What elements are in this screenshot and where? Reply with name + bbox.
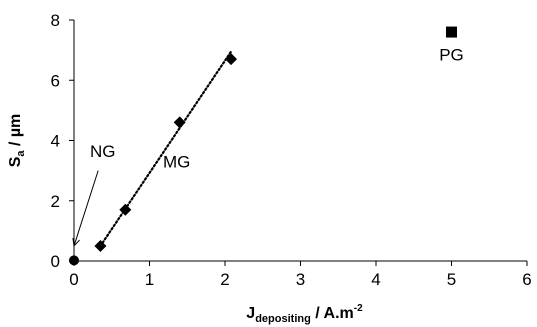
x-tick-label: 6 (522, 270, 531, 289)
y-tick-label: 2 (51, 192, 60, 211)
arrowhead-icon (72, 237, 80, 248)
trendlines (99, 50, 233, 248)
y-axis-title: Sa / µm (7, 114, 27, 168)
annotation-mg: MG (163, 153, 190, 172)
x-tick-label: 1 (145, 270, 154, 289)
data-point-mg (119, 203, 132, 216)
data-point-pg (446, 26, 457, 38)
annotation-pg: PG (439, 46, 464, 65)
trendline-mg (99, 50, 233, 248)
x-tick-label: 5 (447, 270, 456, 289)
y-tick-label: 8 (51, 11, 60, 30)
data-point-ng (69, 255, 79, 266)
data-point-mg (173, 116, 186, 129)
annotation-ng: NG (90, 142, 116, 161)
x-tick-label: 4 (371, 270, 380, 289)
data-point-mg (225, 53, 238, 66)
data-markers (69, 26, 457, 266)
y-tick-label: 4 (51, 132, 60, 151)
y-tick-label: 6 (51, 71, 60, 90)
annotations: NG MG PG (72, 46, 464, 248)
x-axis-title: Jdepositing / A.m-2 (246, 303, 363, 325)
axis-titles: Jdepositing / A.m-2 Sa / µm (7, 114, 363, 325)
annotation-arrow-ng (73, 170, 99, 247)
y-tick-label: 0 (51, 252, 60, 271)
x-tick-label: 0 (69, 270, 78, 289)
axes (69, 19, 528, 266)
x-tick-label: 3 (296, 270, 305, 289)
tick-labels: 0 2 4 6 8 0 1 2 3 4 5 6 (51, 11, 532, 289)
x-tick-label: 2 (220, 270, 229, 289)
data-point-mg (94, 239, 107, 252)
